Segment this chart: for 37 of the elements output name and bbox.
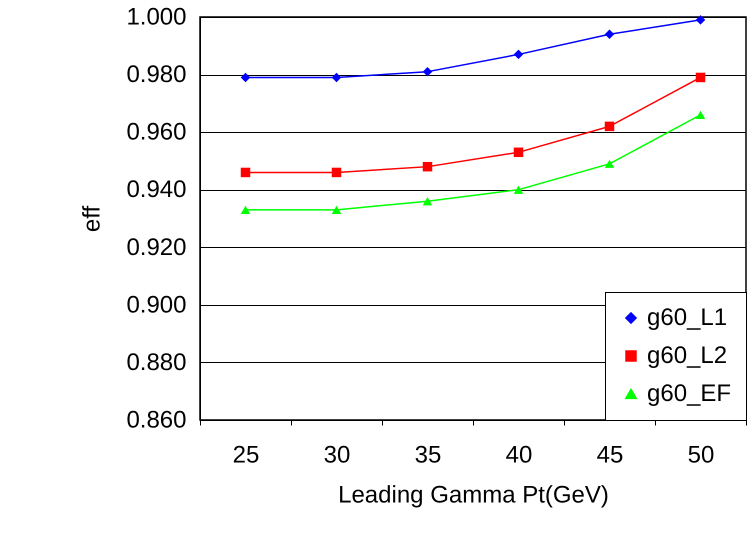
point (604, 30, 614, 40)
point (332, 206, 342, 214)
y-tick-label: 0.880 (126, 348, 186, 376)
point (604, 160, 614, 168)
x-tick-label: 30 (324, 442, 350, 468)
legend-label: g60_EF (647, 380, 732, 407)
legend-label: g60_L2 (647, 342, 728, 369)
x-axis-title: Leading Gamma Pt(GeV) (338, 482, 609, 508)
x-tick-label: 40 (506, 442, 532, 468)
point (514, 148, 524, 158)
x-tick-label: 25 (232, 442, 260, 468)
point (514, 186, 524, 194)
point (696, 72, 706, 82)
point (422, 66, 432, 76)
y-axis-title: eff (78, 206, 106, 232)
point (696, 15, 706, 25)
y-tick-label: 0.900 (126, 291, 186, 318)
y-tick-label: 0.960 (126, 118, 186, 146)
point (604, 122, 614, 132)
x-tick-label: 35 (414, 442, 442, 468)
y-tick-label: 0.920 (126, 234, 186, 261)
point (514, 50, 524, 60)
point (332, 168, 342, 178)
point (332, 72, 342, 82)
legend-label: g60_L1 (647, 304, 728, 331)
point (422, 162, 432, 172)
point (422, 197, 432, 206)
y-tick-label: 0.980 (126, 61, 186, 88)
point (240, 168, 250, 178)
x-tick-label: 50 (688, 442, 714, 468)
y-tick-label: 1.000 (126, 4, 186, 30)
y-tick-label: 0.860 (126, 406, 186, 434)
x-tick-label: 45 (596, 442, 624, 468)
point (240, 72, 250, 82)
point (696, 110, 706, 119)
point (240, 206, 250, 214)
y-tick-label: 0.940 (126, 176, 186, 204)
